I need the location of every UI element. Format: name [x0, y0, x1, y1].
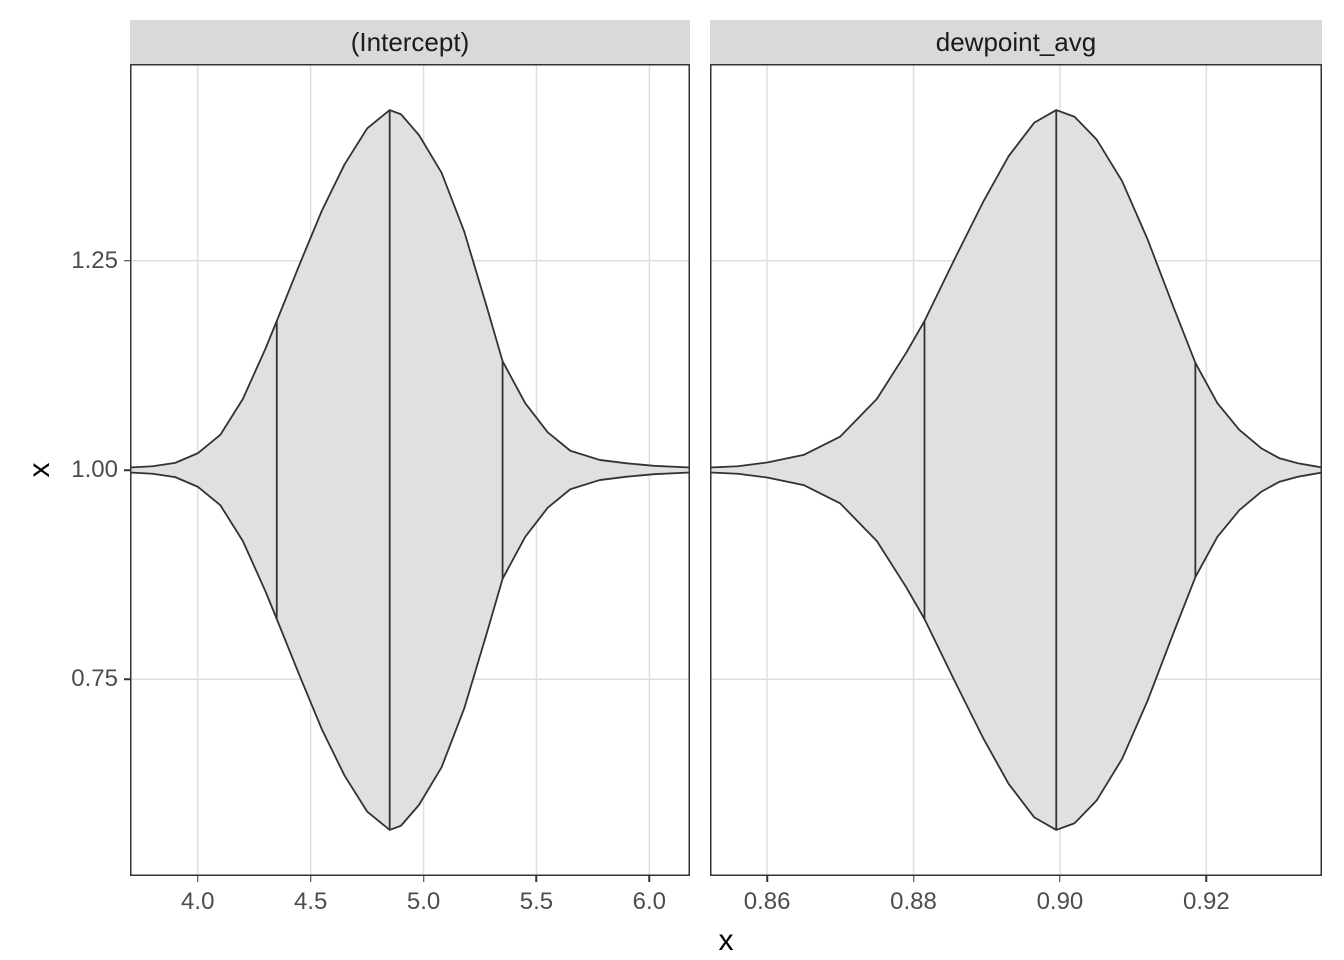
x-tick-label: 0.90: [1037, 888, 1084, 916]
y-tick-label: 1.25: [71, 247, 118, 275]
plot-panel: [710, 64, 1322, 876]
x-tick-mark: [536, 876, 538, 882]
y-tick-mark: [124, 260, 130, 262]
facet-strip: dewpoint_avg: [710, 20, 1322, 64]
x-tick-label: 5.5: [520, 888, 553, 916]
y-axis-title: x: [23, 463, 57, 478]
facet-strip-label: (Intercept): [351, 27, 470, 58]
x-tick-mark: [310, 876, 312, 882]
x-tick-label: 4.5: [294, 888, 327, 916]
x-tick-mark: [197, 876, 199, 882]
x-axis-title: x: [719, 924, 734, 958]
plot-panel: [130, 64, 690, 876]
x-tick-label: 5.0: [407, 888, 440, 916]
x-tick-label: 4.0: [181, 888, 214, 916]
x-tick-mark: [913, 876, 915, 882]
x-tick-label: 0.92: [1183, 888, 1230, 916]
x-tick-label: 0.88: [890, 888, 937, 916]
facet-strip: (Intercept): [130, 20, 690, 64]
x-tick-label: 0.86: [744, 888, 791, 916]
figure: x x (Intercept) 4.0 4.5 5.0 5.5 6.0 0.75 1.00 1.25…: [0, 0, 1344, 960]
y-tick-label: 0.75: [71, 665, 118, 693]
x-tick-mark: [1206, 876, 1208, 882]
x-tick-label: 6.0: [633, 888, 666, 916]
y-tick-mark: [124, 679, 130, 681]
x-tick-mark: [766, 876, 768, 882]
y-tick-label: 1.00: [71, 456, 118, 484]
x-tick-mark: [423, 876, 425, 882]
facet-strip-label: dewpoint_avg: [936, 27, 1096, 58]
x-tick-mark: [1059, 876, 1061, 882]
x-tick-mark: [649, 876, 651, 882]
y-tick-mark: [124, 469, 130, 471]
